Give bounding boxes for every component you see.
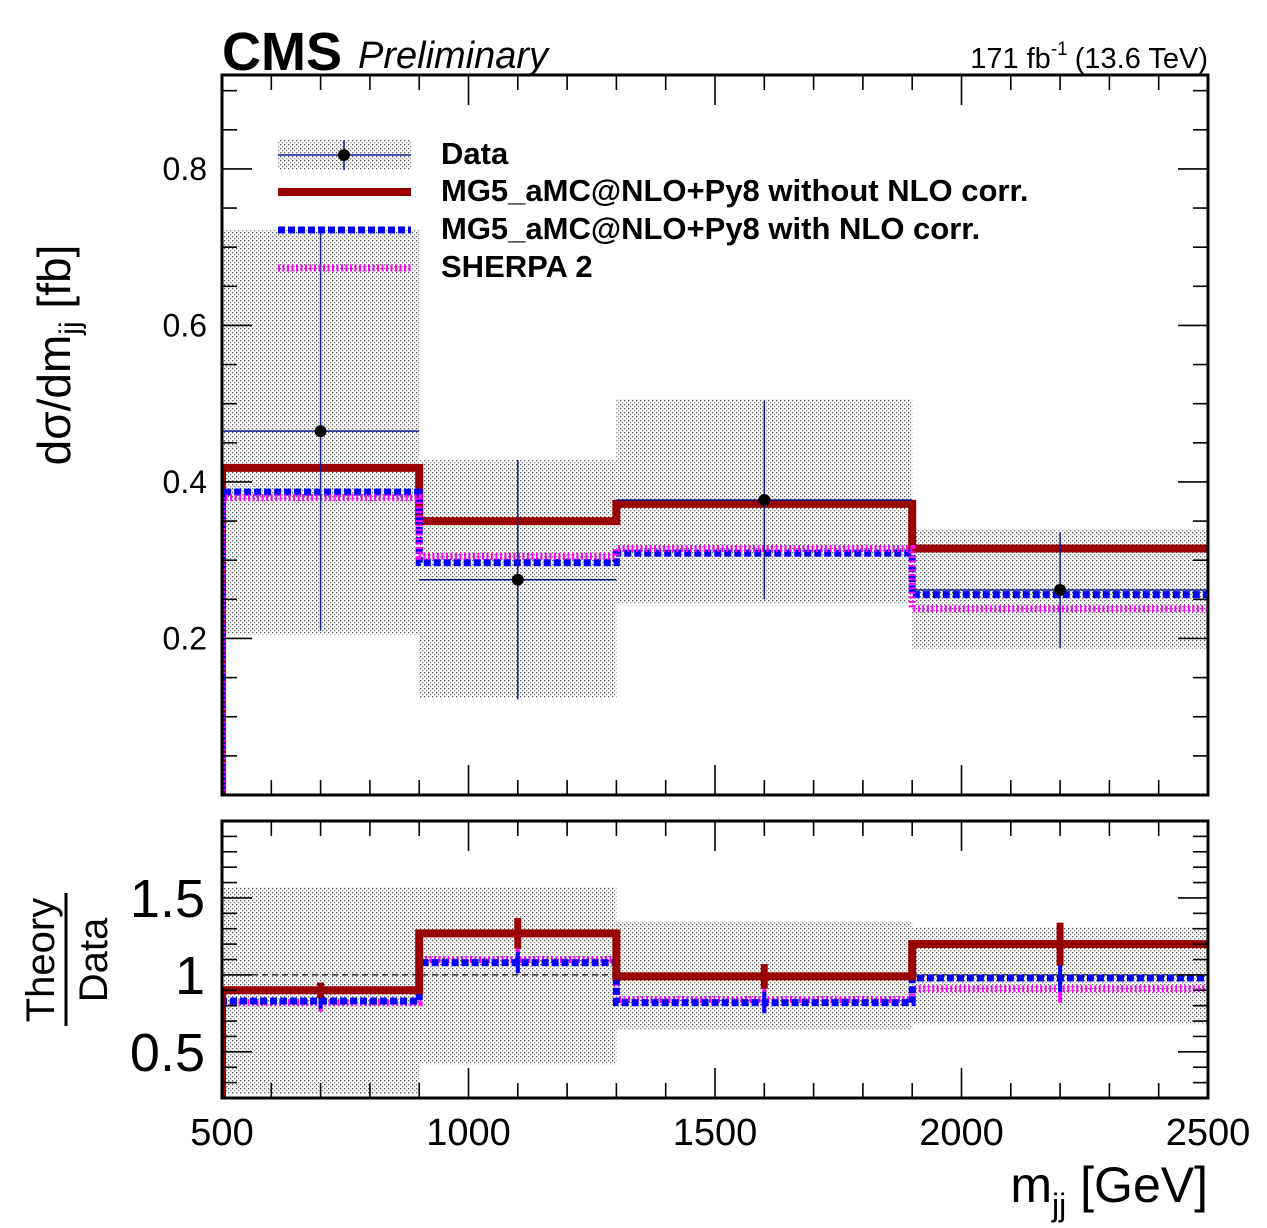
cms-label: CMS	[222, 22, 342, 82]
legend-mg5-nocorr-label: MG5_aMC@NLO+Py8 without NLO corr.	[441, 173, 1028, 208]
ratio-y-tick-labels: 0.5 1 1.5	[130, 869, 205, 1083]
main-ytick-label: 0.4	[163, 464, 207, 500]
xtick-label: 1500	[673, 1112, 758, 1154]
data-point-3	[1054, 583, 1067, 596]
legend-sherpa-label: SHERPA 2	[441, 249, 593, 284]
legend: Data MG5_aMC@NLO+Py8 without NLO corr. M…	[278, 136, 1028, 284]
ratio-ticks	[221, 821, 1209, 1098]
ratio-series-mg5_nocorr	[222, 929, 1208, 1098]
x-title-sub: jj	[1051, 1187, 1066, 1223]
x-axis-title: mjj [GeV]	[1010, 1157, 1208, 1223]
main-y-tick-labels: 0.2 0.4 0.6 0.8	[163, 151, 207, 657]
lumi-exponent: -1	[1051, 39, 1068, 60]
main-series-sherpa	[222, 494, 1208, 795]
main-ticks	[221, 75, 1209, 795]
preliminary-label: Preliminary	[358, 35, 550, 77]
main-series-mg5_nocorr	[222, 463, 1208, 795]
ratio-series-layer	[222, 917, 1208, 1098]
main-ytick-label: 0.2	[163, 620, 207, 656]
data-point-0	[314, 425, 327, 438]
data-point-2	[758, 493, 771, 506]
xtick-label: 2000	[919, 1112, 1004, 1154]
ratio-panel: 0.511.5 500 1000 1500 2000 2500 Theory Data …	[19, 819, 1250, 1223]
main-panel: 0.2 0.4 0.6 0.8 dσ/dmjj [fb] Data MG5_aMC@N…	[28, 73, 1210, 797]
main-series-mg5_corr	[222, 488, 1208, 795]
ratio-band-bin-1	[419, 887, 617, 1065]
legend-mg5-corr-label: MG5_aMC@NLO+Py8 with NLO corr.	[441, 211, 980, 246]
xtick-label: 1000	[426, 1112, 511, 1154]
xtick-label: 500	[190, 1112, 253, 1154]
legend-data-marker	[338, 149, 350, 161]
energy-label: (13.6 TeV)	[1075, 43, 1208, 75]
main-ytick-label: 0.6	[163, 307, 207, 343]
data-point-1	[511, 573, 524, 586]
main-series-layer	[222, 463, 1208, 795]
xtick-label: 2500	[1166, 1112, 1251, 1154]
lumi-number: 171 fb	[970, 43, 1051, 75]
main-y-axis-title: dσ/dmjj [fb]	[28, 245, 87, 466]
ratio-ytick-label: 0.5	[130, 1023, 205, 1083]
x-tick-labels: 500 1000 1500 2000 2500	[190, 1112, 1250, 1154]
ratio-y-title-denominator: Data	[72, 917, 116, 1002]
ratio-ytick-label: 1.5	[130, 869, 205, 929]
ratio-y-title-numerator: Theory	[19, 898, 63, 1023]
legend-data-label: Data	[441, 136, 509, 171]
ratio-y-axis-title: Theory Data	[19, 893, 116, 1026]
main-y-title-main: dσ/dm	[28, 335, 80, 466]
lumi-label: 171 fb-1 (13.6 TeV)	[970, 39, 1208, 75]
main-y-title-unit: [fb]	[28, 245, 80, 322]
main-ytick-label: 0.8	[163, 151, 207, 187]
x-title-unit: [GeV]	[1066, 1157, 1208, 1213]
data-points	[222, 231, 1208, 700]
ratio-ytick-label: 1	[175, 946, 205, 1006]
main-y-title-sub: jj	[54, 321, 87, 335]
x-title-main: m	[1010, 1157, 1052, 1213]
